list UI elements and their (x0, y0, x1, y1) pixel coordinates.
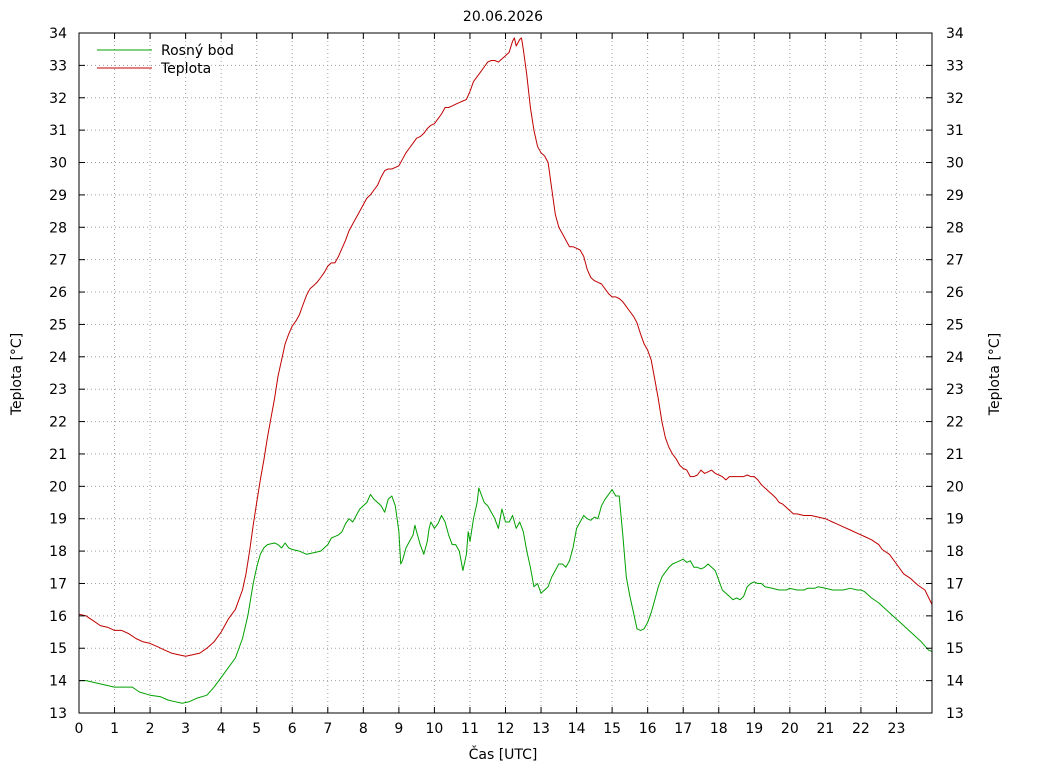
grid (79, 33, 932, 713)
y-tick-label-right: 25 (946, 317, 964, 333)
x-tick-label: 7 (323, 721, 332, 737)
y-tick-label-right: 33 (946, 58, 964, 74)
y-tick-label-right: 20 (946, 479, 964, 495)
x-tick-label: 6 (288, 721, 297, 737)
ticks: 0 1 2 3 4 5 6 7 8 9 10 11 12 13 14 15 16 17 18 19 20 21 22 2313… (49, 26, 964, 737)
y-tick-label-right: 24 (946, 350, 964, 366)
x-tick-label: 1 (110, 721, 119, 737)
x-tick-label: 17 (674, 721, 692, 737)
x-tick-label: 20 (781, 721, 799, 737)
x-tick-label: 10 (426, 721, 444, 737)
x-axis-title: Čas [UTC] (469, 745, 538, 763)
y-tick-label-right: 29 (946, 188, 964, 204)
legend-label-rosny-bod: Rosný bod (161, 43, 234, 59)
x-tick-label: 5 (252, 721, 261, 737)
y-tick-label-right: 16 (946, 609, 964, 625)
y-tick-label-right: 34 (946, 26, 964, 42)
x-tick-label: 19 (745, 721, 763, 737)
y-tick-label-left: 21 (49, 447, 67, 463)
y-tick-label-right: 23 (946, 382, 964, 398)
y-tick-label-left: 34 (49, 26, 67, 42)
y-tick-label-left: 23 (49, 382, 67, 398)
y-tick-label-left: 28 (49, 220, 67, 236)
legend: Rosný bod Teplota (97, 43, 234, 77)
y-tick-label-right: 22 (946, 415, 964, 431)
y-tick-label-left: 22 (49, 415, 67, 431)
y-tick-label-left: 33 (49, 58, 67, 74)
x-tick-label: 22 (852, 721, 870, 737)
y-tick-label-right: 15 (946, 641, 964, 657)
y-tick-label-right: 17 (946, 576, 964, 592)
y-tick-label-left: 20 (49, 479, 67, 495)
x-tick-label: 15 (603, 721, 621, 737)
y-tick-label-right: 31 (946, 123, 964, 139)
x-tick-label: 4 (217, 721, 226, 737)
y-tick-label-left: 27 (49, 253, 67, 269)
y-axis-title-right: Teplota [°C] (987, 333, 1003, 416)
y-tick-label-right: 13 (946, 706, 964, 722)
y-tick-label-left: 14 (49, 674, 67, 690)
x-tick-label: 14 (568, 721, 586, 737)
x-tick-label: 13 (532, 721, 550, 737)
y-tick-label-left: 17 (49, 576, 67, 592)
y-tick-label-right: 30 (946, 156, 964, 172)
y-tick-label-left: 32 (49, 91, 67, 107)
x-tick-label: 16 (639, 721, 657, 737)
x-tick-label: 2 (146, 721, 155, 737)
y-tick-label-left: 16 (49, 609, 67, 625)
y-axis-title-left: Teplota [°C] (9, 333, 25, 416)
x-tick-label: 9 (394, 721, 403, 737)
x-tick-label: 3 (181, 721, 190, 737)
x-tick-label: 12 (497, 721, 515, 737)
y-tick-label-right: 14 (946, 674, 964, 690)
y-tick-label-right: 19 (946, 512, 964, 528)
y-tick-label-left: 24 (49, 350, 67, 366)
y-tick-label-left: 29 (49, 188, 67, 204)
y-tick-label-left: 18 (49, 544, 67, 560)
y-tick-label-right: 26 (946, 285, 964, 301)
series-layer (78, 37, 933, 704)
y-tick-label-left: 13 (49, 706, 67, 722)
series-line-rosny-bod (79, 487, 933, 704)
y-tick-label-left: 25 (49, 317, 67, 333)
x-tick-label: 0 (75, 721, 84, 737)
y-tick-label-left: 19 (49, 512, 67, 528)
y-tick-label-left: 30 (49, 156, 67, 172)
y-tick-label-right: 28 (946, 220, 964, 236)
y-tick-label-left: 15 (49, 641, 67, 657)
x-tick-label: 23 (888, 721, 906, 737)
chart-title: 20.06.2026 (463, 9, 543, 25)
x-tick-label: 21 (816, 721, 834, 737)
y-tick-label-right: 32 (946, 91, 964, 107)
x-tick-label: 11 (461, 721, 479, 737)
series-line-teplota (78, 37, 933, 657)
legend-label-teplota: Teplota (160, 61, 211, 77)
y-tick-label-left: 26 (49, 285, 67, 301)
y-tick-label-left: 31 (49, 123, 67, 139)
y-tick-label-right: 27 (946, 253, 964, 269)
x-tick-label: 8 (359, 721, 368, 737)
x-tick-label: 18 (710, 721, 728, 737)
y-tick-label-right: 21 (946, 447, 964, 463)
y-tick-label-right: 18 (946, 544, 964, 560)
